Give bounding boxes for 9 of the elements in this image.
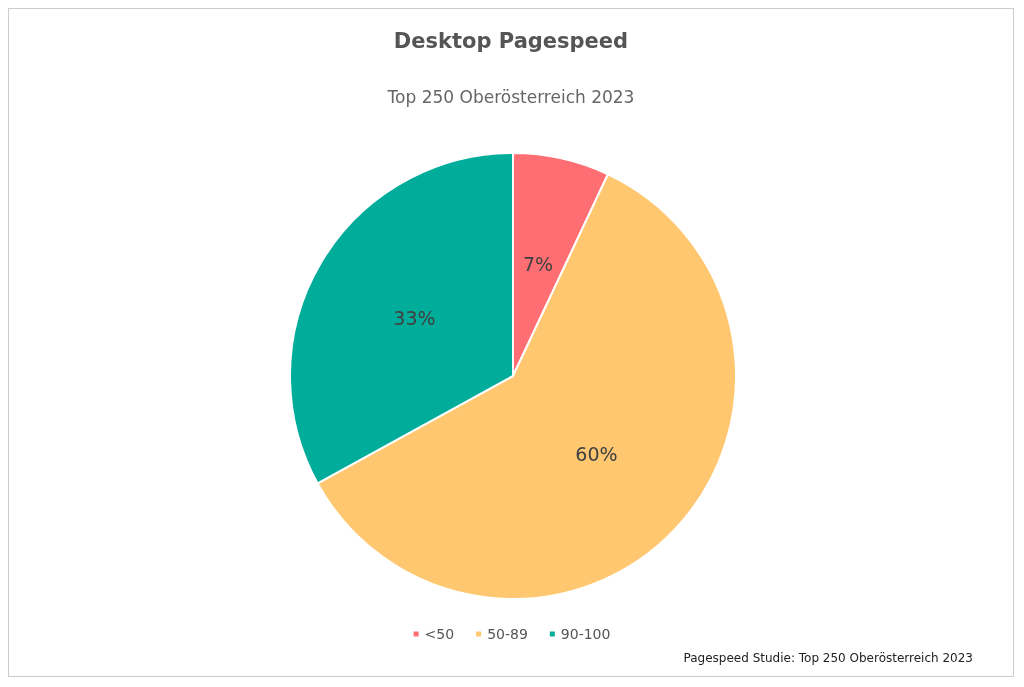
- chart-title: Desktop Pagespeed: [393, 28, 629, 53]
- data-label: 33%: [393, 306, 436, 329]
- chart-subtitle: Top 250 Oberösterreich 2023: [386, 86, 635, 107]
- legend-label: 90-100: [560, 626, 611, 642]
- text: Pagespeed Studie: Top 250 Oberösterreich 2023: [683, 651, 973, 665]
- data-label: 7%: [522, 253, 554, 276]
- data-label: 60%: [575, 443, 618, 466]
- legend-label: <50: [424, 626, 455, 642]
- legend-label: 50-89: [487, 626, 528, 642]
